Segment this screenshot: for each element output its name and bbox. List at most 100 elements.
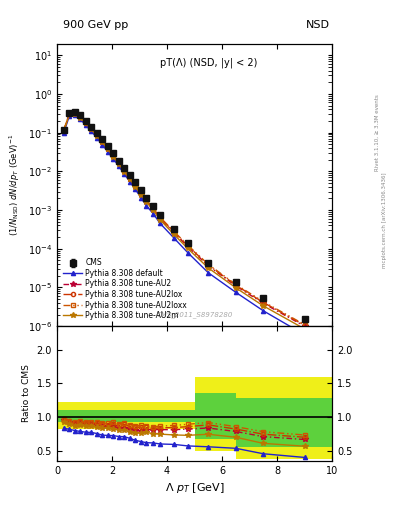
Pythia 8.308 tune-AU2lox [100,138,105,144]
Pythia 8.308 tune-AU2m [302,326,307,332]
Pythia 8.308 tune-AU2loxx [185,242,190,248]
Pythia 8.308 tune-AU2m [185,245,190,251]
Pythia 8.308 tune-AU2 [83,120,88,126]
Pythia 8.308 tune-AU2m [151,207,156,214]
Pythia 8.308 tune-AU2lox [116,160,121,166]
Line: Pythia 8.308 tune-AU2lox: Pythia 8.308 tune-AU2lox [62,111,307,328]
Pythia 8.308 tune-AU2loxx [138,189,143,195]
Pythia 8.308 tune-AU2lox [261,300,266,306]
Pythia 8.308 tune-AU2m [128,176,132,182]
Pythia 8.308 tune-AU2loxx [302,322,307,328]
Pythia 8.308 tune-AU2 [122,168,127,175]
Pythia 8.308 default [158,220,163,226]
Pythia 8.308 tune-AU2lox [61,127,66,133]
Pythia 8.308 tune-AU2m [89,126,94,133]
Pythia 8.308 default [261,308,266,314]
Pythia 8.308 tune-AU2 [185,243,190,249]
Pythia 8.308 tune-AU2m [261,303,266,309]
Pythia 8.308 tune-AU2lox [151,206,156,212]
Pythia 8.308 tune-AU2 [105,146,110,152]
Pythia 8.308 default [144,203,149,209]
Pythia 8.308 tune-AU2lox [95,132,99,138]
Text: mcplots.cern.ch [arXiv:1306.3436]: mcplots.cern.ch [arXiv:1306.3436] [382,173,387,268]
Pythia 8.308 tune-AU2lox [83,119,88,125]
Pythia 8.308 tune-AU2m [116,161,121,167]
Pythia 8.308 tune-AU2 [261,300,266,306]
Legend: CMS, Pythia 8.308 default, Pythia 8.308 tune-AU2, Pythia 8.308 tune-AU2lox, Pyth: CMS, Pythia 8.308 default, Pythia 8.308 … [61,256,189,323]
Pythia 8.308 tune-AU2m [61,127,66,134]
Pythia 8.308 tune-AU2loxx [116,159,121,165]
Pythia 8.308 tune-AU2lox [122,167,127,173]
Pythia 8.308 tune-AU2lox [185,243,190,249]
Pythia 8.308 default [171,235,176,241]
Pythia 8.308 default [83,122,88,129]
Pythia 8.308 tune-AU2loxx [133,182,138,188]
Pythia 8.308 tune-AU2lox [138,189,143,196]
Line: Pythia 8.308 tune-AU2loxx: Pythia 8.308 tune-AU2loxx [62,111,307,327]
Pythia 8.308 default [95,135,99,141]
Pythia 8.308 tune-AU2lox [67,111,72,117]
Pythia 8.308 tune-AU2m [122,169,127,175]
Pythia 8.308 tune-AU2lox [144,197,149,203]
Pythia 8.308 tune-AU2m [78,115,83,121]
Pythia 8.308 tune-AU2loxx [100,138,105,144]
Pythia 8.308 tune-AU2lox [302,322,307,328]
Pythia 8.308 tune-AU2 [128,176,132,182]
Pythia 8.308 tune-AU2m [171,231,176,238]
Pythia 8.308 tune-AU2 [89,126,94,132]
Pythia 8.308 tune-AU2loxx [171,228,176,234]
Pythia 8.308 default [302,332,307,338]
Pythia 8.308 tune-AU2 [111,153,116,159]
Pythia 8.308 tune-AU2loxx [261,298,266,305]
Pythia 8.308 tune-AU2 [171,229,176,236]
Text: NSD: NSD [306,19,330,30]
Pythia 8.308 tune-AU2lox [206,262,211,268]
Pythia 8.308 tune-AU2 [67,111,72,117]
X-axis label: $\Lambda\ p_T\ [\mathrm{GeV}]$: $\Lambda\ p_T\ [\mathrm{GeV}]$ [165,481,224,495]
Pythia 8.308 tune-AU2lox [73,110,77,116]
Pythia 8.308 default [206,270,211,276]
Pythia 8.308 tune-AU2 [138,191,143,197]
Pythia 8.308 tune-AU2loxx [111,152,116,158]
Y-axis label: $(1/N_\mathrm{NSD})\ dN/dp_T\ (\mathrm{GeV})^{-1}$: $(1/N_\mathrm{NSD})\ dN/dp_T\ (\mathrm{G… [8,134,22,236]
Pythia 8.308 tune-AU2loxx [233,281,238,287]
Pythia 8.308 tune-AU2 [73,110,77,116]
Text: pT(Λ) (NSD, |y| < 2): pT(Λ) (NSD, |y| < 2) [160,58,257,68]
Pythia 8.308 tune-AU2 [116,160,121,166]
Pythia 8.308 tune-AU2lox [171,229,176,235]
Pythia 8.308 default [100,141,105,147]
Pythia 8.308 tune-AU2lox [128,175,132,181]
Pythia 8.308 default [73,112,77,118]
Pythia 8.308 default [89,128,94,134]
Pythia 8.308 tune-AU2lox [158,215,163,221]
Pythia 8.308 default [128,179,132,185]
Pythia 8.308 tune-AU2loxx [158,214,163,220]
Pythia 8.308 tune-AU2 [302,323,307,329]
Pythia 8.308 tune-AU2lox [105,145,110,152]
Pythia 8.308 tune-AU2 [133,183,138,189]
Pythia 8.308 tune-AU2m [133,184,138,190]
Pythia 8.308 tune-AU2loxx [73,110,77,116]
Pythia 8.308 tune-AU2loxx [105,145,110,151]
Pythia 8.308 default [151,211,156,217]
Pythia 8.308 tune-AU2loxx [61,127,66,133]
Pythia 8.308 tune-AU2lox [111,152,116,158]
Pythia 8.308 default [122,171,127,177]
Pythia 8.308 default [105,148,110,155]
Pythia 8.308 tune-AU2loxx [67,111,72,117]
Pythia 8.308 tune-AU2lox [89,125,94,132]
Pythia 8.308 tune-AU2lox [233,282,238,288]
Pythia 8.308 tune-AU2m [111,154,116,160]
Line: Pythia 8.308 tune-AU2: Pythia 8.308 tune-AU2 [61,111,307,329]
Line: Pythia 8.308 default: Pythia 8.308 default [62,113,307,337]
Pythia 8.308 default [67,113,72,119]
Pythia 8.308 tune-AU2m [158,217,163,223]
Pythia 8.308 tune-AU2loxx [122,167,127,173]
Pythia 8.308 default [138,195,143,201]
Pythia 8.308 tune-AU2 [158,215,163,221]
Text: 900 GeV pp: 900 GeV pp [63,19,128,30]
Pythia 8.308 tune-AU2m [100,139,105,145]
Pythia 8.308 default [133,186,138,193]
Pythia 8.308 tune-AU2 [233,283,238,289]
Text: Rivet 3.1.10, ≥ 3.3M events: Rivet 3.1.10, ≥ 3.3M events [375,95,380,172]
